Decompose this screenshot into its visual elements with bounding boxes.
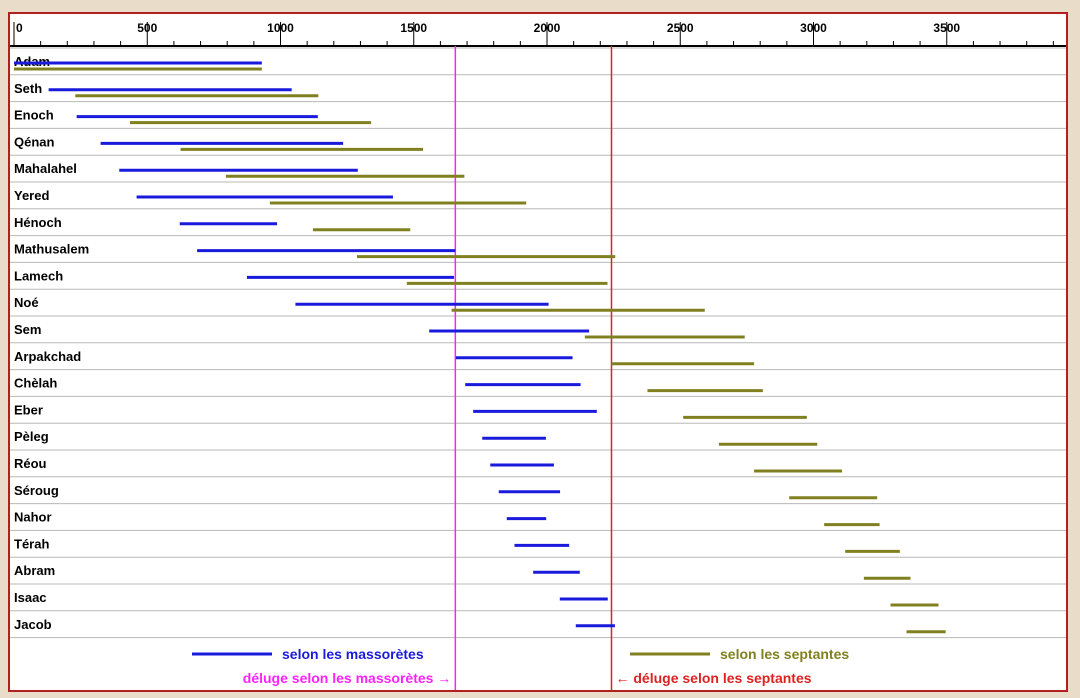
row-label: Enoch xyxy=(14,108,54,123)
row-label: Térah xyxy=(14,536,49,551)
row-label: Mahalahel xyxy=(14,161,77,176)
x-tick-label: 0 xyxy=(16,21,23,35)
row-label: Abram xyxy=(14,563,55,578)
x-tick-label: 1000 xyxy=(267,21,294,35)
row-label: Séroug xyxy=(14,483,59,498)
row-label: Seth xyxy=(14,81,42,96)
row-label: Arpakchad xyxy=(14,349,81,364)
x-tick-label: 2500 xyxy=(667,21,694,35)
flood-label-massoretes: déluge selon les massorètes → xyxy=(243,670,452,686)
row-label: Nahor xyxy=(14,510,52,525)
x-tick-label: 500 xyxy=(137,21,157,35)
x-tick-label: 3000 xyxy=(800,21,827,35)
row-label: Réou xyxy=(14,456,47,471)
row-label: Noé xyxy=(14,295,39,310)
row-label: Jacob xyxy=(14,617,52,632)
row-label: Lamech xyxy=(14,268,63,283)
flood-label-septantes: ← déluge selon les septantes xyxy=(615,670,811,686)
row-label: Chèlah xyxy=(14,376,57,391)
row-label: Isaac xyxy=(14,590,47,605)
row-label: Sem xyxy=(14,322,41,337)
timeline-chart: 0500100015002000250030003500AdamSethEnoc… xyxy=(10,21,1066,690)
row-label: Mathusalem xyxy=(14,242,89,257)
row-label: Pèleg xyxy=(14,429,49,444)
row-label: Qénan xyxy=(14,134,55,149)
x-tick-label: 3500 xyxy=(933,21,960,35)
legend-label-septantes: selon les septantes xyxy=(720,646,849,662)
row-label: Yered xyxy=(14,188,49,203)
row-label: Eber xyxy=(14,402,43,417)
row-label: Hénoch xyxy=(14,215,62,230)
legend-label-massoretes: selon les massorètes xyxy=(282,646,424,662)
chart-frame: 0500100015002000250030003500AdamSethEnoc… xyxy=(8,12,1068,692)
x-tick-label: 1500 xyxy=(400,21,427,35)
x-tick-label: 2000 xyxy=(534,21,561,35)
